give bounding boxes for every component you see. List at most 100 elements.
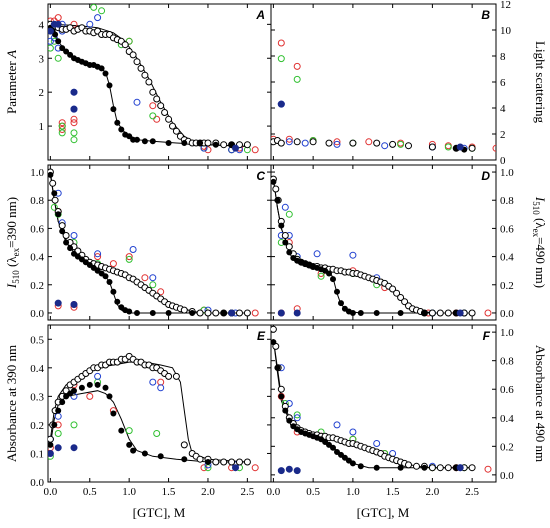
- x-tick-label: 2.0: [426, 486, 440, 498]
- x-tick-label: 0.0: [43, 486, 57, 498]
- fit-filled-curve: [49, 27, 248, 147]
- navy-data-point: [70, 301, 78, 308]
- filled-data-point: [322, 439, 329, 445]
- open-data-point: [389, 140, 397, 148]
- open-data-point: [133, 58, 141, 66]
- open-data-point: [468, 464, 476, 472]
- y-tick-label: 4: [39, 19, 45, 31]
- filled-data-point: [118, 304, 125, 311]
- open-data-point: [436, 464, 444, 472]
- filled-data-point: [282, 407, 289, 414]
- green-data-point: [285, 210, 293, 218]
- y-tick-label: 1.0: [30, 167, 44, 179]
- red-data-point: [365, 138, 373, 146]
- red-data-point: [153, 115, 161, 123]
- filled-data-point: [110, 288, 117, 295]
- y-tick-label: 0.2: [30, 420, 44, 432]
- navy-data-point: [277, 467, 285, 475]
- open-data-point: [141, 71, 149, 79]
- panel-letter: E: [257, 329, 266, 343]
- navy-data-point: [48, 450, 54, 457]
- filled-data-point: [157, 453, 164, 460]
- open-data-point: [243, 141, 251, 149]
- filled-data-point: [78, 384, 85, 391]
- open-data-point: [165, 115, 173, 123]
- open-data-point: [180, 441, 188, 449]
- open-data-point: [49, 179, 57, 187]
- filled-data-point: [271, 178, 277, 185]
- blue-data-point: [149, 274, 157, 282]
- filled-data-point: [86, 262, 93, 268]
- open-data-point: [149, 88, 157, 96]
- plot-area: [48, 4, 259, 154]
- blue-data-point: [94, 250, 102, 258]
- blue-data-point: [349, 428, 357, 436]
- open-data-point: [236, 458, 243, 466]
- red-data-point: [58, 126, 66, 133]
- red-data-point: [484, 309, 492, 317]
- x-tick-label: 0.0: [267, 486, 281, 498]
- blue-data-point: [349, 251, 357, 259]
- open-data-point: [281, 232, 289, 239]
- green-data-point: [98, 7, 106, 15]
- open-data-point: [325, 139, 333, 147]
- open-data-point: [51, 196, 59, 204]
- filled-data-point: [278, 393, 285, 400]
- panel-frame: [270, 3, 497, 161]
- open-data-point: [212, 458, 220, 466]
- filled-data-point: [141, 450, 148, 457]
- filled-data-point: [98, 65, 105, 72]
- green-data-point: [54, 430, 62, 437]
- blue-data-point: [94, 14, 102, 22]
- open-data-point: [180, 306, 188, 314]
- filled-data-point: [165, 310, 172, 316]
- green-data-point: [149, 112, 157, 120]
- open-data-point: [389, 285, 397, 293]
- filled-data-point: [205, 459, 211, 465]
- filled-data-point: [94, 381, 101, 388]
- filled-data-point: [197, 140, 204, 146]
- open-data-point: [157, 102, 165, 110]
- filled-data-point: [149, 310, 156, 316]
- y-tick-label: 0.4: [500, 413, 514, 425]
- blue-data-point: [373, 440, 381, 447]
- open-data-point: [401, 298, 409, 306]
- open-data-point: [444, 309, 452, 317]
- filled-data-point: [59, 228, 66, 235]
- filled-data-point: [286, 417, 293, 424]
- filled-data-point: [48, 171, 54, 178]
- green-data-point: [293, 75, 301, 83]
- open-data-point: [204, 139, 212, 147]
- y-tick-label: 3: [39, 53, 45, 65]
- navy-data-point: [277, 100, 285, 108]
- blue-data-point: [293, 414, 301, 422]
- y-tick-label: 2: [500, 129, 506, 141]
- filled-data-point: [421, 310, 428, 316]
- blue-data-point: [54, 412, 62, 420]
- filled-data-point: [130, 447, 137, 454]
- y-tick-label: 1.0: [500, 327, 514, 339]
- filled-data-point: [102, 273, 109, 280]
- red-data-point: [333, 138, 341, 146]
- open-data-point: [393, 289, 401, 297]
- open-data-point: [428, 309, 436, 317]
- panel-b: 0 2 4 6 8 10 12 Light scattering B: [270, 0, 548, 167]
- y-tick-label: 0.2: [500, 441, 514, 453]
- blue-data-point: [381, 142, 389, 150]
- filled-data-point: [94, 267, 101, 274]
- panel-frame: [270, 324, 497, 483]
- open-data-point: [243, 458, 251, 466]
- blue-data-point: [285, 138, 293, 146]
- y-tick-label: 0.0: [30, 477, 44, 489]
- open-data-point: [271, 325, 277, 333]
- open-data-point: [48, 435, 54, 443]
- filled-data-point: [126, 308, 133, 315]
- filled-data-point: [71, 250, 77, 257]
- y-tick-label: 0.1: [30, 448, 44, 460]
- red-data-point: [484, 465, 492, 473]
- filled-data-point: [118, 126, 125, 133]
- y-tick-label: 12: [500, 0, 511, 11]
- open-data-point: [121, 41, 129, 49]
- red-data-point: [157, 378, 165, 386]
- filled-data-point: [141, 138, 148, 145]
